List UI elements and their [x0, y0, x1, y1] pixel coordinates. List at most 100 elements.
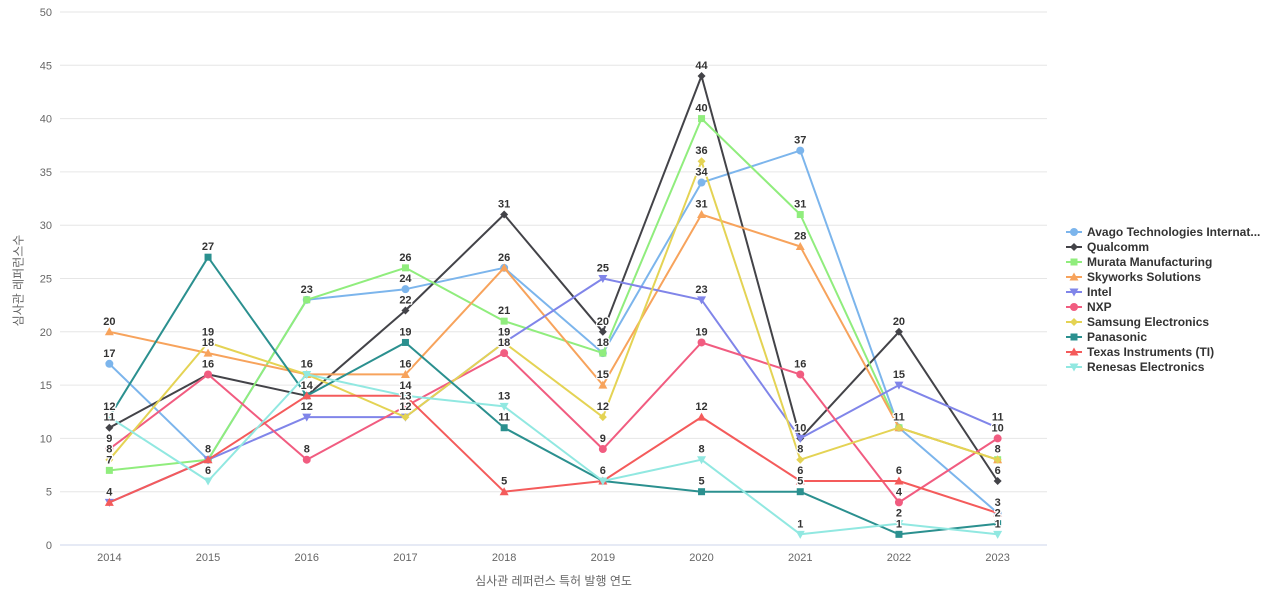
point-marker — [203, 455, 213, 464]
legend-label: Intel — [1087, 284, 1112, 299]
legend-item-nxp[interactable]: NXP — [1066, 299, 1260, 314]
point-marker — [303, 296, 311, 304]
point-label: 24 — [399, 273, 412, 285]
point-marker — [1069, 363, 1079, 371]
point-label: 14 — [399, 380, 412, 392]
legend-item-murata-manufacturing[interactable]: Murata Manufacturing — [1066, 254, 1260, 269]
point-label: 11 — [893, 412, 905, 424]
point-label: 8 — [205, 444, 211, 456]
point-marker — [499, 487, 509, 496]
point-label: 2 — [896, 508, 902, 520]
x-tick-label: 2015 — [196, 552, 220, 564]
point-label: 4 — [106, 486, 113, 498]
legend-item-renesas-electronics[interactable]: Renesas Electronics — [1066, 359, 1260, 374]
point-marker — [1069, 347, 1079, 355]
y-tick-label: 30 — [40, 220, 52, 232]
point-label: 12 — [597, 401, 609, 413]
y-tick-label: 35 — [40, 167, 52, 179]
legend-marker-icon — [1066, 258, 1082, 265]
point-marker — [302, 413, 312, 422]
y-tick-label: 20 — [40, 327, 52, 339]
point-label: 26 — [498, 252, 510, 264]
y-tick-label: 0 — [46, 540, 52, 552]
point-label: 16 — [202, 358, 214, 370]
legend-item-qualcomm[interactable]: Qualcomm — [1066, 239, 1260, 254]
point-marker — [401, 402, 410, 411]
legend-item-texas-instruments-ti[interactable]: Texas Instruments (TI) — [1066, 344, 1260, 359]
x-tick-label: 2022 — [887, 552, 911, 564]
series-line — [108, 160, 998, 461]
point-marker — [105, 423, 114, 432]
point-label: 12 — [695, 401, 707, 413]
point-marker — [598, 327, 607, 336]
point-label: 16 — [794, 358, 806, 370]
point-label: 8 — [797, 444, 803, 456]
point-label: 14 — [301, 380, 314, 392]
point-marker — [894, 423, 903, 432]
series-line — [108, 256, 998, 536]
legend-item-skyworks-solutions[interactable]: Skyworks Solutions — [1066, 269, 1260, 284]
point-label: 18 — [498, 337, 510, 349]
point-marker — [894, 476, 904, 485]
point-marker — [500, 338, 509, 347]
point-marker — [698, 115, 706, 123]
point-marker — [203, 477, 213, 486]
point-label: 11 — [893, 412, 905, 424]
legend-label: Murata Manufacturing — [1087, 254, 1213, 269]
point-label: 11 — [992, 412, 1004, 424]
point-label: 11 — [893, 412, 905, 424]
point-label: 16 — [399, 358, 411, 370]
point-marker — [698, 488, 706, 496]
point-marker — [204, 370, 213, 379]
point-marker — [697, 157, 706, 166]
point-label: 14 — [399, 380, 412, 392]
x-tick-label: 2020 — [689, 552, 713, 564]
point-label: 12 — [301, 401, 313, 413]
legend-marker-icon — [1066, 333, 1082, 340]
legend-item-panasonic[interactable]: Panasonic — [1066, 329, 1260, 344]
series-line — [108, 341, 999, 504]
legend-marker-icon — [1066, 242, 1082, 251]
point-marker — [895, 530, 903, 538]
point-marker — [1069, 272, 1079, 280]
point-marker — [598, 477, 608, 486]
point-label: 11 — [104, 412, 116, 424]
point-label: 19 — [498, 326, 510, 338]
point-label: 31 — [498, 199, 510, 211]
legend-item-avago-technologies-internat[interactable]: Avago Technologies Internat... — [1066, 224, 1260, 239]
y-tick-label: 25 — [40, 274, 52, 286]
point-label: 3 — [995, 497, 1001, 509]
point-label: 10 — [794, 422, 806, 434]
point-label: 23 — [695, 284, 707, 296]
point-marker — [993, 530, 1003, 539]
legend-marker-icon — [1066, 302, 1082, 311]
point-label: 23 — [301, 284, 313, 296]
point-label: 5 — [698, 476, 704, 488]
point-label: 20 — [103, 316, 115, 328]
point-label: 8 — [106, 444, 112, 456]
point-label: 11 — [893, 412, 905, 424]
point-label: 15 — [893, 369, 905, 381]
point-label: 15 — [597, 369, 609, 381]
point-marker — [1070, 258, 1078, 265]
point-marker — [1070, 242, 1078, 251]
legend-marker-icon — [1066, 227, 1082, 236]
legend-item-samsung-electronics[interactable]: Samsung Electronics — [1066, 314, 1260, 329]
point-label: 6 — [600, 465, 606, 477]
point-marker — [105, 455, 114, 464]
point-label: 10 — [992, 422, 1004, 434]
point-marker — [697, 210, 707, 219]
legend-item-intel[interactable]: Intel — [1066, 284, 1260, 299]
point-marker — [401, 264, 409, 272]
legend-marker-icon — [1066, 317, 1082, 326]
point-label: 26 — [399, 252, 411, 264]
legend-label: Skyworks Solutions — [1087, 269, 1202, 284]
point-marker — [796, 370, 805, 379]
point-label: 40 — [695, 103, 707, 115]
point-marker — [401, 285, 410, 294]
point-marker — [796, 488, 804, 496]
y-tick-label: 15 — [40, 380, 52, 392]
series-line — [108, 373, 998, 536]
legend: Avago Technologies Internat... Qualcomm Mu… — [1066, 224, 1260, 374]
legend-label: NXP — [1087, 299, 1112, 314]
